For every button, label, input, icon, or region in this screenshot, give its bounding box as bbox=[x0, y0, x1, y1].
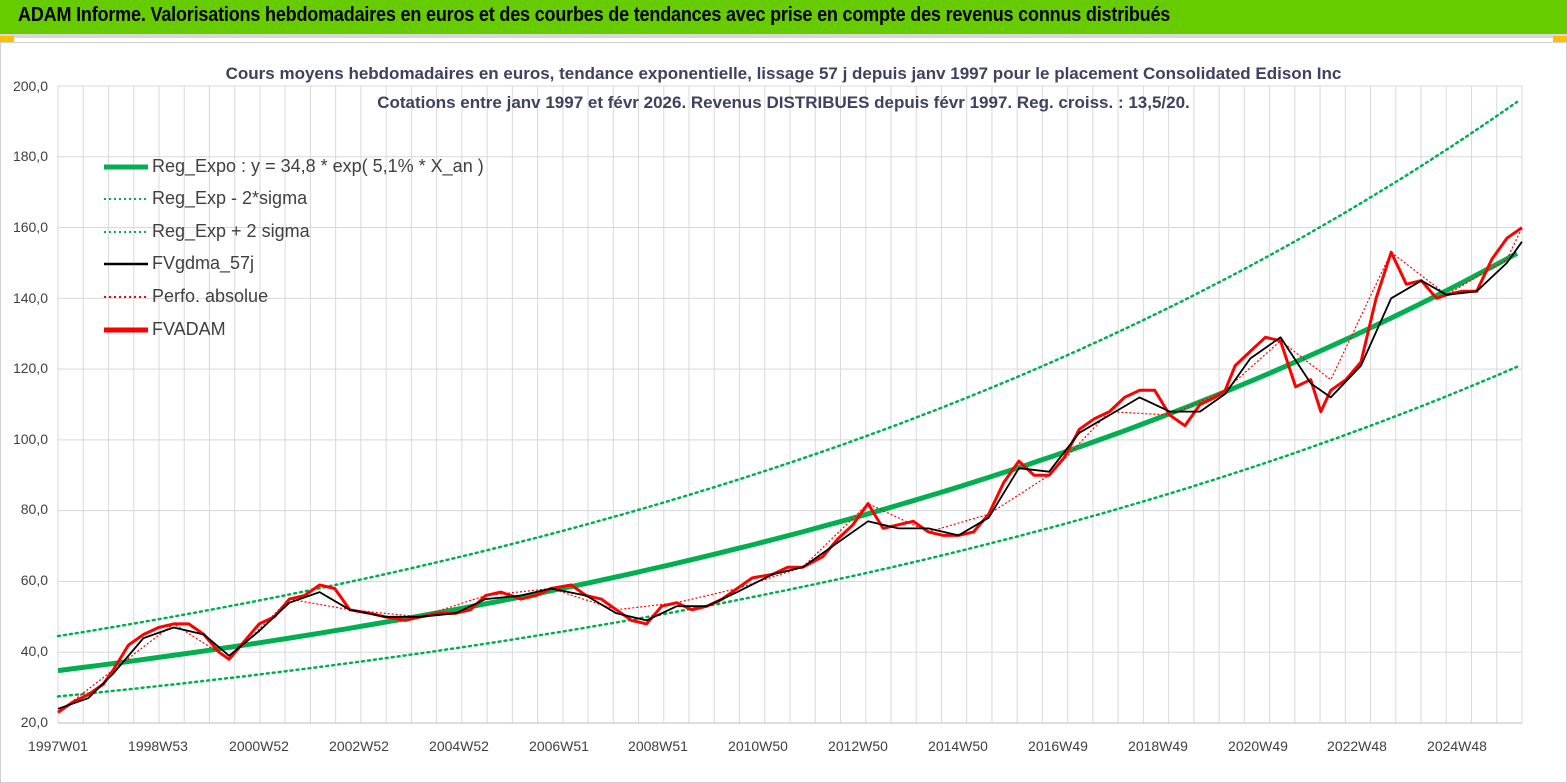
x-tick-label: 2012W50 bbox=[828, 738, 888, 754]
x-tick-label: 2002W52 bbox=[329, 738, 389, 754]
series-layer bbox=[56, 100, 1523, 714]
x-tick-label: 2004W52 bbox=[429, 738, 489, 754]
y-tick-label: 40,0 bbox=[20, 643, 48, 659]
legend-label-fvgdma: FVgdma_57j bbox=[152, 253, 255, 273]
series-reg-minus-2sigma bbox=[56, 365, 1519, 698]
x-tick-label: 2014W50 bbox=[928, 738, 988, 754]
y-tick-label: 140,0 bbox=[12, 290, 48, 306]
legend-label-reg-plus-2sigma: Reg_Exp + 2 sigma bbox=[152, 221, 310, 241]
x-tick-label: 2024W48 bbox=[1427, 738, 1487, 754]
y-tick-label: 180,0 bbox=[12, 148, 48, 164]
series-fvadam bbox=[57, 226, 1523, 714]
y-tick-label: 120,0 bbox=[12, 360, 48, 376]
x-tick-label: 1997W01 bbox=[28, 738, 88, 754]
series-fvgdma-57j bbox=[57, 241, 1523, 710]
y-tick-label: 200,0 bbox=[12, 78, 48, 94]
chart-title: Cours moyens hebdomadaires en euros, ten… bbox=[225, 64, 1342, 83]
header-right-accent bbox=[1553, 36, 1567, 42]
y-tick-label: 60,0 bbox=[20, 572, 48, 588]
x-tick-label: 2022W48 bbox=[1327, 738, 1387, 754]
grid-lines bbox=[57, 85, 1523, 724]
legend-label-perfo: Perfo. absolue bbox=[152, 286, 269, 306]
series-reg-expo bbox=[57, 251, 1519, 674]
legend-swatches bbox=[104, 164, 148, 333]
y-tick-label: 100,0 bbox=[12, 431, 48, 447]
y-tick-label: 20,0 bbox=[20, 714, 48, 730]
legend-label-reg-minus-2sigma: Reg_Exp - 2*sigma bbox=[152, 188, 308, 208]
x-tick-label: 2000W52 bbox=[229, 738, 289, 754]
y-tick-label: 80,0 bbox=[20, 501, 48, 517]
x-tick-label: 1998W53 bbox=[128, 738, 188, 754]
x-tick-label: 2018W49 bbox=[1128, 738, 1188, 754]
legend-label-fvadam: FVADAM bbox=[152, 319, 226, 339]
x-tick-label: 2016W49 bbox=[1028, 738, 1088, 754]
chart-area bbox=[0, 42, 1567, 783]
series-perfo-absolue bbox=[57, 227, 1523, 713]
report-header-bar: ADAM Informe. Valorisations hebdomadaire… bbox=[0, 0, 1567, 38]
report-header-title: ADAM Informe. Valorisations hebdomadaire… bbox=[18, 4, 1171, 26]
x-tick-label: 2020W49 bbox=[1228, 738, 1288, 754]
legend-label-reg-expo: Reg_Expo : y = 34,8 * exp( 5,1% * X_an ) bbox=[152, 156, 484, 176]
x-tick-label: 2010W50 bbox=[728, 738, 788, 754]
chart-subtitle: Cotations entre janv 1997 et févr 2026. … bbox=[377, 93, 1190, 112]
y-tick-label: 160,0 bbox=[12, 219, 48, 235]
x-tick-label: 2006W51 bbox=[529, 738, 589, 754]
header-left-accent bbox=[0, 36, 14, 42]
series-reg-plus-2sigma bbox=[56, 100, 1519, 638]
x-tick-label: 2008W51 bbox=[628, 738, 688, 754]
